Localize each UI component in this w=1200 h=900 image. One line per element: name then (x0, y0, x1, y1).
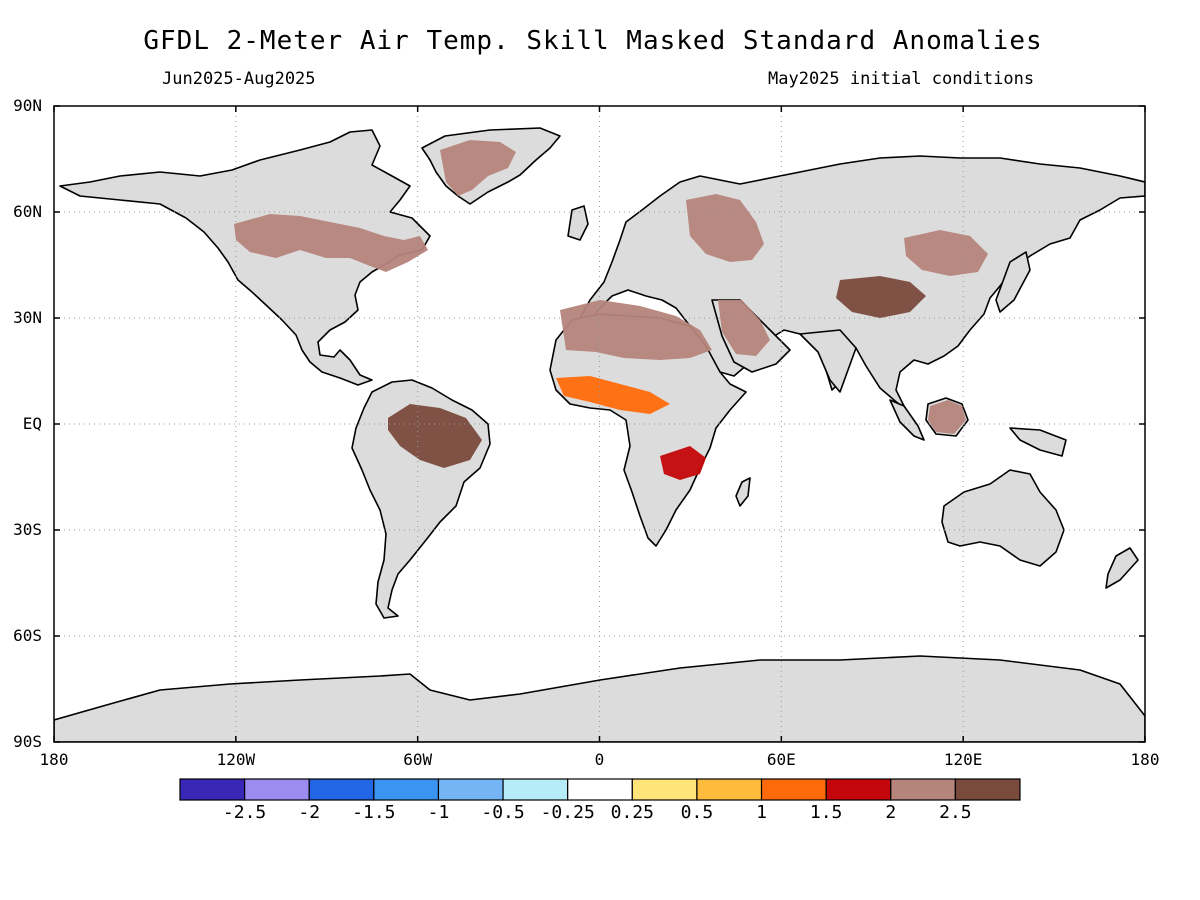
antarctica (54, 655, 1145, 742)
colorbar-swatch (567, 778, 633, 801)
colorbar-swatch (631, 778, 698, 801)
colorbar-swatch (308, 778, 375, 801)
lat-label: 60S (13, 626, 42, 645)
anomaly-patch (686, 194, 764, 262)
colorbar-label: -2.5 (222, 802, 267, 823)
colorbar-label: -2 (298, 802, 321, 823)
colorbar (179, 778, 1021, 801)
lon-label: 120E (943, 750, 983, 769)
colorbar-label: -0.5 (481, 802, 525, 823)
anomaly-patch (234, 214, 428, 272)
anomaly-patch (560, 300, 712, 360)
graticule (54, 106, 1145, 742)
india (799, 329, 857, 393)
colorbar-label: -1.5 (352, 802, 396, 823)
anomaly-patches (234, 140, 988, 480)
australia (941, 469, 1065, 567)
lat-label: EQ (22, 414, 42, 433)
colorbar-swatch (954, 778, 1021, 801)
colorbar-swatch (890, 778, 956, 801)
colorbar-swatch (373, 778, 440, 801)
madagascar (735, 477, 751, 507)
colorbar-swatch (760, 778, 827, 801)
forecast-period: Jun2025-Aug2025 (162, 69, 316, 89)
colorbar-swatch (244, 778, 310, 801)
colorbar-swatch (502, 778, 569, 801)
anomaly-patch (440, 140, 516, 196)
colorbar-swatch (179, 778, 246, 801)
colorbar-label: 2.5 (939, 802, 972, 823)
new-guinea (1009, 427, 1067, 457)
axis-ticks (53, 105, 1146, 743)
anomaly-patch (928, 400, 966, 434)
colorbar-swatch (437, 778, 504, 801)
lon-label: 180 (1130, 750, 1160, 769)
colorbar-swatch (825, 778, 892, 801)
colorbar-label: 1 (756, 802, 767, 823)
lat-label: 30N (13, 308, 42, 327)
colorbar-label: -1 (427, 802, 450, 823)
lat-label: 60N (13, 202, 42, 221)
colorbar-label: 0.5 (680, 802, 714, 823)
anomaly-patch (718, 300, 770, 356)
anomaly-patch (556, 376, 670, 414)
colorbar-label: 2 (885, 802, 897, 823)
lon-label: 60E (766, 750, 796, 769)
colorbar-swatch (696, 778, 763, 801)
anomaly-patch (388, 404, 482, 468)
north-america (59, 129, 431, 386)
lon-label: 0 (594, 750, 605, 769)
colorbar-label: 0.25 (610, 802, 654, 823)
sumatra (889, 399, 925, 441)
lat-label: 90S (13, 732, 42, 751)
colorbar-label: 1.5 (809, 802, 843, 823)
new-zealand (1105, 547, 1139, 589)
lat-label: 90N (13, 96, 42, 115)
lon-label: 120W (216, 750, 256, 769)
japan (995, 251, 1031, 313)
lat-label: 30S (13, 520, 42, 539)
initial-conditions: May2025 initial conditions (768, 69, 1035, 89)
anomaly-patch (904, 230, 988, 276)
lon-label: 60W (403, 750, 433, 769)
map-title: GFDL 2-Meter Air Temp. Skill Masked Stan… (143, 26, 1043, 56)
anomaly-patch (660, 446, 706, 480)
british-isles (567, 205, 589, 241)
lon-label: 180 (39, 750, 69, 769)
colorbar-label: -0.25 (540, 802, 595, 823)
anomaly-patch (836, 276, 926, 318)
